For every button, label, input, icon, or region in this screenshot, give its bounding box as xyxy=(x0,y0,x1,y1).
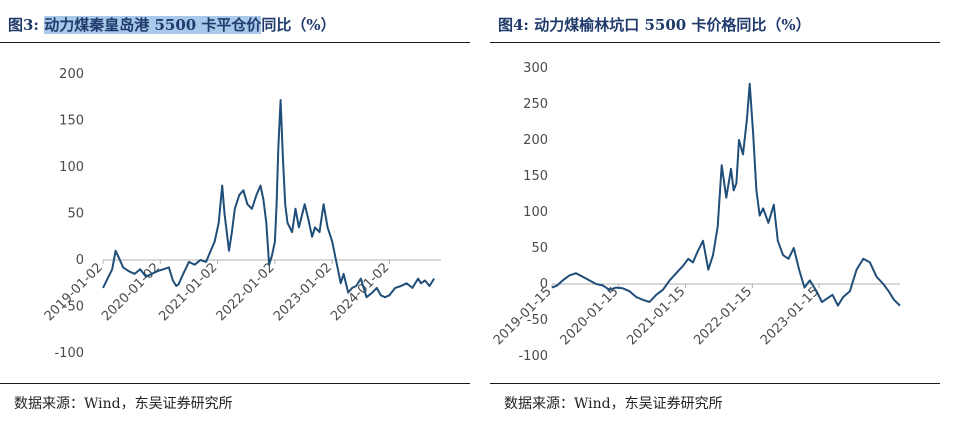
y-tick-label: 100 xyxy=(59,160,84,175)
y-tick-label: 50 xyxy=(531,241,548,256)
y-tick-label: 200 xyxy=(59,67,84,82)
y-tick-label: 200 xyxy=(523,133,548,148)
y-tick-label: 300 xyxy=(523,61,548,76)
chart-panel-left: 图3: 动力煤秦皇岛港 5500 卡平仓价同比（%） -100 -50 0 50 100… xyxy=(0,0,470,428)
x-tick-label: 2022-01-02 xyxy=(214,260,278,324)
bottom-rule xyxy=(490,383,940,384)
source-note: 数据来源：Wind，东吴证券研究所 xyxy=(504,393,723,413)
chart-panel-right: 图4: 动力煤榆林坑口 5500 卡价格同比（%） -100 -50 0 50 100 1… xyxy=(490,0,960,428)
x-tick-label: 2023-01-15 xyxy=(758,284,822,348)
figure-number: 图3: xyxy=(8,16,39,34)
x-tick-label: 2020-01-15 xyxy=(558,284,622,348)
y-tick-label: -100 xyxy=(54,346,84,361)
title-rest: 同比（%） xyxy=(261,16,335,34)
y-tick-label: 250 xyxy=(523,97,548,112)
x-tick-label: 2022-01-15 xyxy=(691,284,755,348)
y-tick-label: 100 xyxy=(523,205,548,220)
x-tick-label: 2020-01-02 xyxy=(99,260,163,324)
x-tick-label: 2019-01-02 xyxy=(42,260,106,324)
figure-number: 图4: xyxy=(498,16,529,34)
x-tick-label: 2023-01-02 xyxy=(271,260,335,324)
x-tick-label: 2021-01-02 xyxy=(156,260,220,324)
chart-title: 图3: 动力煤秦皇岛港 5500 卡平仓价同比（%） xyxy=(8,14,336,35)
series-line xyxy=(552,84,900,306)
y-tick-label: 150 xyxy=(59,114,84,129)
y-tick-label: 50 xyxy=(67,207,84,222)
y-tick-label: 0 xyxy=(76,253,84,268)
line-chart: -100-500501001502002019-01-022020-01-022… xyxy=(0,42,470,382)
y-tick-label: 150 xyxy=(523,169,548,184)
bottom-rule xyxy=(0,383,470,384)
chart-title: 图4: 动力煤榆林坑口 5500 卡价格同比（%） xyxy=(498,14,811,35)
title-highlight: 动力煤秦皇岛港 5500 卡平仓价 xyxy=(44,16,261,34)
y-tick-label: -100 xyxy=(518,349,548,364)
source-note: 数据来源：Wind，东吴证券研究所 xyxy=(14,393,233,413)
title-rest: 动力煤榆林坑口 5500 卡价格同比（%） xyxy=(534,16,810,34)
